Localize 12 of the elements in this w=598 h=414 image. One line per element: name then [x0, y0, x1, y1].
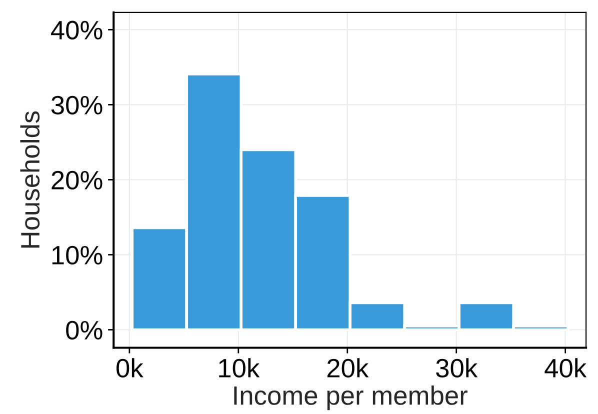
- x-tick-label: 10k: [219, 358, 260, 378]
- x-tick-label: 40k: [544, 358, 587, 378]
- x-axis-title: Income per member: [234, 386, 468, 410]
- y-tick-label: 10%: [52, 246, 102, 265]
- x-tick-label: 0k: [116, 358, 144, 378]
- y-tick-label: 40%: [50, 20, 102, 40]
- y-axis-title: Households: [20, 111, 40, 248]
- y-tick-label: 30%: [51, 96, 102, 115]
- x-tick-label: 20k: [327, 358, 369, 378]
- y-tick-label: 20%: [52, 170, 102, 190]
- y-tick-label: 0%: [66, 320, 102, 340]
- x-tick-label: 30k: [436, 358, 478, 378]
